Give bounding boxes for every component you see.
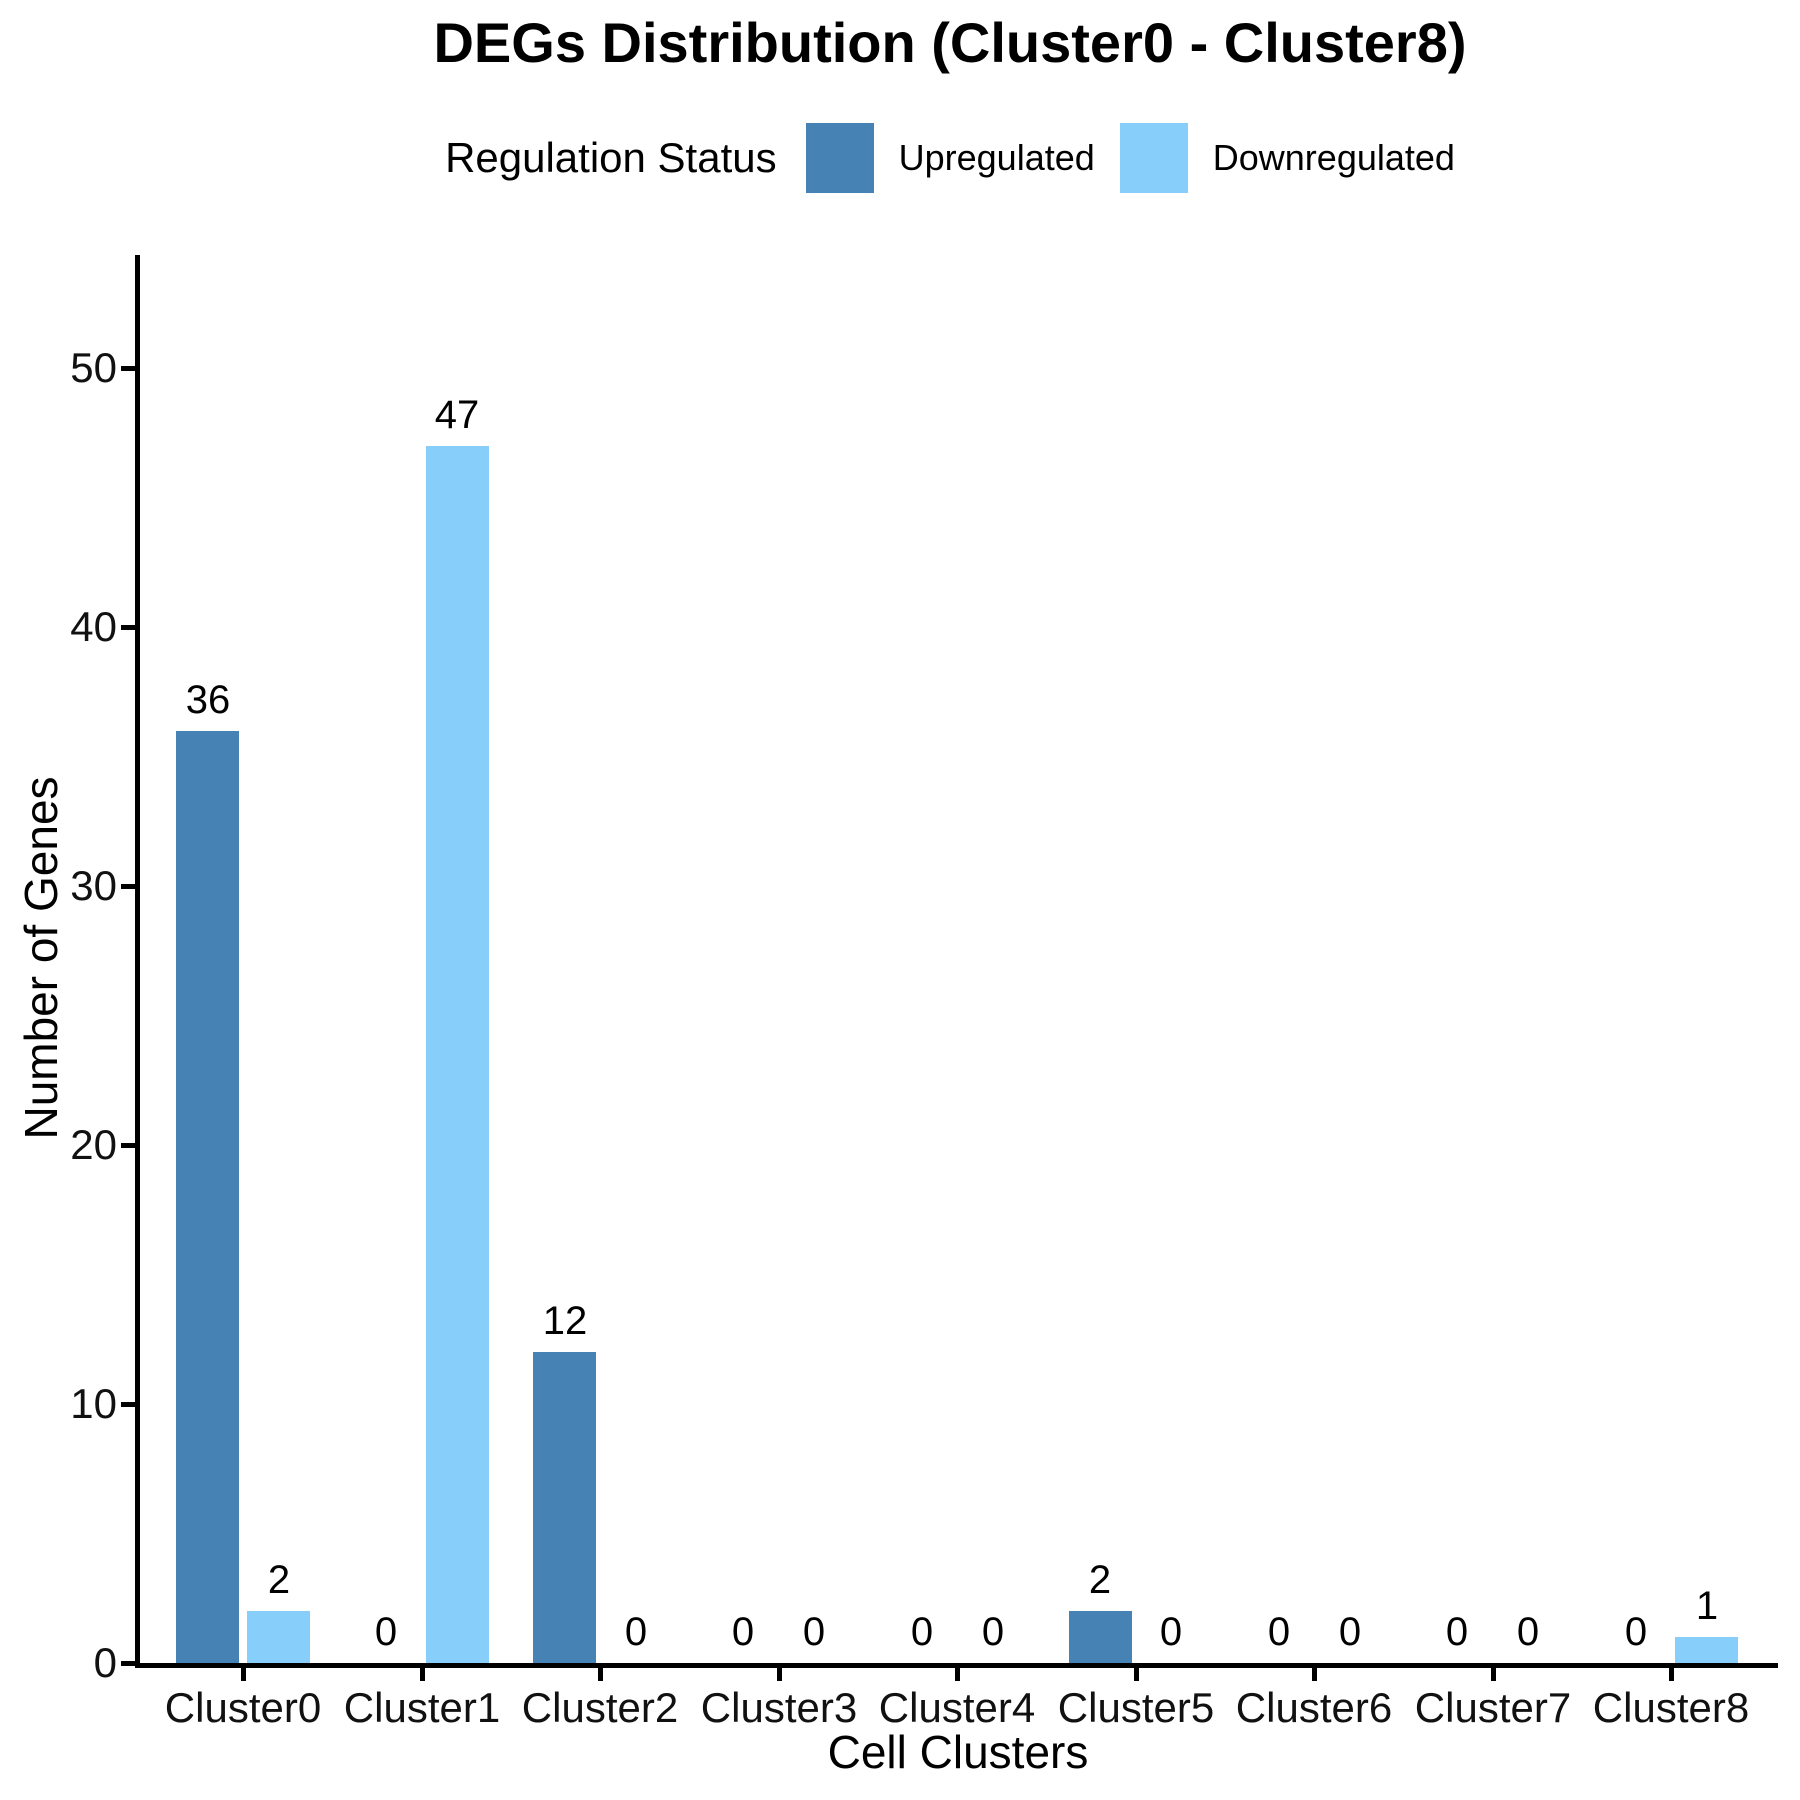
x-axis-tick-label-cluster1: Cluster1 bbox=[343, 1684, 501, 1731]
bar-value-label-upregulated-cluster4: 0 bbox=[910, 1610, 934, 1654]
legend: Regulation Status Upregulated Downregulat… bbox=[100, 105, 1800, 211]
bar-value-label-upregulated-cluster2: 12 bbox=[542, 1299, 588, 1343]
y-axis-tick bbox=[121, 1402, 135, 1407]
bar-value-label-upregulated-cluster0: 36 bbox=[185, 678, 231, 722]
legend-title: Regulation Status bbox=[445, 134, 777, 181]
x-axis-title: Cell Clusters bbox=[827, 1726, 1089, 1778]
y-axis-line bbox=[135, 255, 140, 1668]
x-axis-tick bbox=[598, 1668, 603, 1681]
bar-value-label-downregulated-cluster0: 2 bbox=[267, 1558, 291, 1602]
bar-value-label-downregulated-cluster3: 0 bbox=[802, 1610, 826, 1654]
x-axis-tick-label-cluster7: Cluster7 bbox=[1414, 1684, 1572, 1731]
x-axis-tick-label-cluster3: Cluster3 bbox=[700, 1684, 858, 1731]
bar-value-label-upregulated-cluster8: 0 bbox=[1624, 1610, 1648, 1654]
x-axis-tick-label-cluster4: Cluster4 bbox=[878, 1684, 1036, 1731]
bar-value-label-downregulated-cluster8: 1 bbox=[1695, 1584, 1719, 1628]
y-axis-tick-label: 30 bbox=[70, 862, 117, 909]
y-axis-tick bbox=[121, 1661, 135, 1666]
x-axis-tick bbox=[777, 1668, 782, 1681]
bar-downregulated-cluster0 bbox=[247, 1611, 310, 1663]
legend-swatch-upregulated bbox=[805, 123, 874, 193]
y-axis-tick bbox=[121, 884, 135, 889]
y-axis-tick-label: 20 bbox=[70, 1121, 117, 1168]
bar-value-label-upregulated-cluster6: 0 bbox=[1267, 1610, 1291, 1654]
y-axis-tick bbox=[121, 366, 135, 371]
bar-value-label-downregulated-cluster4: 0 bbox=[981, 1610, 1005, 1654]
bar-value-label-downregulated-cluster7: 0 bbox=[1516, 1610, 1540, 1654]
bar-value-label-upregulated-cluster5: 2 bbox=[1088, 1558, 1112, 1602]
y-axis-tick-label: 10 bbox=[70, 1380, 117, 1427]
y-axis-title: Number of Genes bbox=[15, 776, 67, 1140]
x-axis-tick-label-cluster5: Cluster5 bbox=[1057, 1684, 1215, 1731]
y-axis-tick bbox=[121, 625, 135, 630]
x-axis-tick bbox=[1491, 1668, 1496, 1681]
y-axis-tick-label: 50 bbox=[70, 344, 117, 391]
y-axis-tick-label: 40 bbox=[70, 603, 117, 650]
bar-downregulated-cluster8 bbox=[1675, 1637, 1738, 1663]
bar-upregulated-cluster5 bbox=[1069, 1611, 1132, 1663]
bar-value-label-upregulated-cluster1: 0 bbox=[374, 1610, 398, 1654]
y-axis-tick bbox=[121, 1143, 135, 1148]
x-axis-tick bbox=[420, 1668, 425, 1681]
bar-upregulated-cluster2 bbox=[533, 1352, 596, 1663]
y-axis-tick-label: 0 bbox=[93, 1639, 117, 1686]
x-axis-tick bbox=[955, 1668, 960, 1681]
bar-value-label-upregulated-cluster3: 0 bbox=[731, 1610, 755, 1654]
bar-value-label-downregulated-cluster6: 0 bbox=[1338, 1610, 1362, 1654]
bar-value-label-downregulated-cluster1: 47 bbox=[434, 393, 480, 437]
x-axis-tick bbox=[1312, 1668, 1317, 1681]
bar-downregulated-cluster1 bbox=[426, 446, 489, 1663]
x-axis-tick bbox=[1669, 1668, 1674, 1681]
legend-label-upregulated: Upregulated bbox=[898, 137, 1095, 178]
bar-value-label-downregulated-cluster5: 0 bbox=[1159, 1610, 1183, 1654]
chart-title: DEGs Distribution (Cluster0 - Cluster8) bbox=[433, 11, 1467, 74]
x-axis-tick bbox=[241, 1668, 246, 1681]
x-axis-tick-label-cluster8: Cluster8 bbox=[1592, 1684, 1750, 1731]
x-axis-tick-label-cluster6: Cluster6 bbox=[1235, 1684, 1393, 1731]
bar-value-label-upregulated-cluster7: 0 bbox=[1445, 1610, 1469, 1654]
legend-label-downregulated: Downregulated bbox=[1212, 137, 1455, 178]
bar-upregulated-cluster0 bbox=[176, 731, 239, 1663]
x-axis-tick-label-cluster2: Cluster2 bbox=[521, 1684, 679, 1731]
x-axis-tick-label-cluster0: Cluster0 bbox=[164, 1684, 322, 1731]
x-axis-line bbox=[135, 1663, 1778, 1668]
legend-swatch-downregulated bbox=[1119, 123, 1188, 193]
x-axis-tick bbox=[1134, 1668, 1139, 1681]
bar-value-label-downregulated-cluster2: 0 bbox=[624, 1610, 648, 1654]
